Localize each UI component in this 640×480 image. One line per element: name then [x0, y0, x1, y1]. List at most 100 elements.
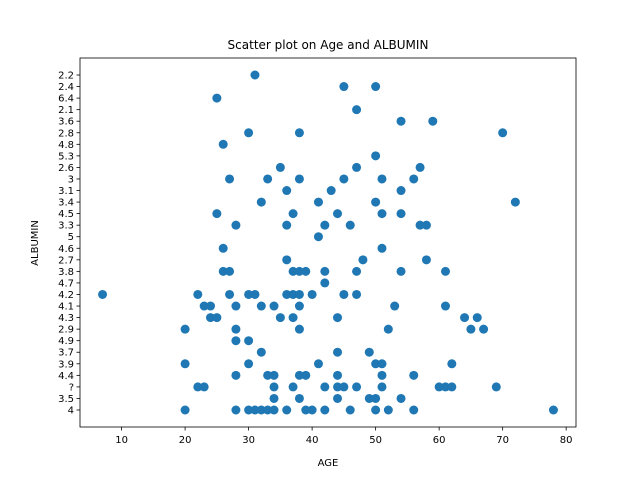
y-tick-label: 3.1 — [58, 186, 74, 197]
scatter-point — [510, 197, 520, 207]
scatter-point — [206, 313, 216, 323]
y-tick-label: 4.2 — [58, 290, 74, 301]
scatter-point — [371, 359, 381, 369]
scatter-point — [288, 209, 298, 219]
scatter-point — [218, 243, 228, 253]
scatter-point — [415, 162, 425, 172]
y-tick-label: 3.8 — [58, 267, 74, 278]
scatter-point — [326, 186, 336, 196]
x-tick-label: 30 — [242, 435, 255, 446]
x-tick-label: 40 — [306, 435, 319, 446]
y-tick-label: 4.7 — [58, 278, 74, 289]
scatter-point — [225, 266, 235, 276]
y-tick-label: 5 — [68, 232, 74, 243]
scatter-point — [371, 151, 381, 161]
scatter-point — [320, 382, 330, 392]
scatter-point — [282, 289, 292, 299]
scatter-point — [333, 393, 343, 403]
scatter-point — [313, 197, 323, 207]
scatter-point — [390, 301, 400, 311]
chart-title: Scatter plot on Age and ALBUMIN — [228, 38, 429, 52]
y-tick-label: 2.2 — [58, 71, 74, 82]
scatter-point — [313, 232, 323, 242]
scatter-point — [440, 382, 450, 392]
y-tick-label: 3.4 — [58, 198, 74, 209]
y-tick-label: 3.5 — [58, 394, 74, 405]
scatter-point — [345, 220, 355, 230]
scatter-point — [352, 266, 362, 276]
scatter-point — [447, 359, 457, 369]
x-axis-title: AGE — [318, 458, 339, 469]
scatter-point — [288, 313, 298, 323]
scatter-point — [396, 116, 406, 126]
scatter-point — [440, 266, 450, 276]
scatter-point — [377, 370, 387, 380]
x-tick-label: 50 — [369, 435, 382, 446]
scatter-point — [313, 359, 323, 369]
scatter-point — [333, 209, 343, 219]
scatter-point — [371, 82, 381, 92]
y-tick-label: 5.3 — [58, 151, 74, 162]
scatter-point — [301, 266, 311, 276]
scatter-point — [256, 197, 266, 207]
scatter-point — [244, 128, 254, 138]
scatter-point — [288, 382, 298, 392]
y-tick-label: 3.9 — [58, 359, 74, 370]
scatter-point — [307, 405, 317, 415]
scatter-point — [434, 382, 444, 392]
y-tick-label: 4.9 — [58, 336, 74, 347]
scatter-point — [409, 405, 419, 415]
y-tick-label: 4.1 — [58, 302, 74, 313]
y-tick-label: 2.7 — [58, 255, 74, 266]
y-tick-label: 4.6 — [58, 244, 74, 255]
scatter-point — [269, 393, 279, 403]
scatter-point — [231, 405, 241, 415]
scatter-point — [371, 197, 381, 207]
x-tick-label: 10 — [115, 435, 128, 446]
scatter-point — [231, 336, 241, 346]
scatter-point — [491, 382, 501, 392]
y-tick-label: 4.4 — [58, 371, 74, 382]
scatter-point — [218, 139, 228, 149]
scatter-point — [269, 405, 279, 415]
scatter-point — [320, 405, 330, 415]
scatter-point — [294, 266, 304, 276]
scatter-point — [339, 174, 349, 184]
y-tick-label: 4.3 — [58, 313, 74, 324]
scatter-point — [301, 405, 311, 415]
scatter-point — [421, 255, 431, 265]
scatter-point — [352, 162, 362, 172]
y-tick-label: 4.8 — [58, 140, 74, 151]
scatter-point — [180, 324, 190, 334]
scatter-point — [472, 313, 482, 323]
scatter-point — [320, 278, 330, 288]
scatter-point — [231, 370, 241, 380]
scatter-point — [250, 70, 260, 80]
scatter-point — [263, 405, 273, 415]
scatter-point — [358, 255, 368, 265]
scatter-point — [409, 174, 419, 184]
scatter-point — [396, 186, 406, 196]
scatter-point — [396, 209, 406, 219]
scatter-point — [282, 405, 292, 415]
scatter-point — [548, 405, 558, 415]
scatter-point — [333, 313, 343, 323]
scatter-point — [364, 393, 374, 403]
scatter-point — [193, 382, 203, 392]
scatter-point — [218, 266, 228, 276]
scatter-point — [294, 128, 304, 138]
scatter-point — [256, 347, 266, 357]
scatter-point — [294, 370, 304, 380]
scatter-point — [421, 220, 431, 230]
scatter-point — [288, 266, 298, 276]
scatter-point — [320, 266, 330, 276]
scatter-point — [180, 405, 190, 415]
scatter-point — [275, 313, 285, 323]
scatter-point — [377, 382, 387, 392]
y-tick-label: 2.8 — [58, 128, 74, 139]
scatter-point — [282, 255, 292, 265]
scatter-point — [377, 174, 387, 184]
scatter-point — [409, 370, 419, 380]
scatter-point — [440, 301, 450, 311]
